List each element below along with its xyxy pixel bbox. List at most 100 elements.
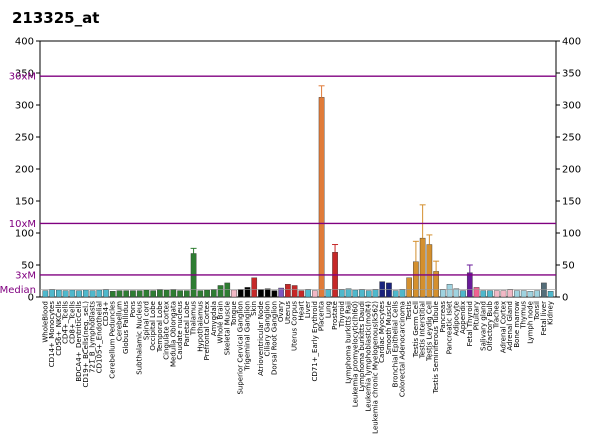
bar <box>143 289 150 298</box>
bar <box>96 289 103 298</box>
category-label: CD4+_Tcells <box>62 301 70 344</box>
bar <box>419 237 426 298</box>
category-label: Caudate nucleus <box>176 301 184 360</box>
category-label: Ciliary Ganglion <box>264 301 272 356</box>
bar <box>109 291 116 298</box>
category-label: Lung <box>324 301 332 318</box>
category-label: Placenta <box>318 301 326 331</box>
category-label: Temporal Lobe <box>156 301 164 353</box>
category-label: Colorectal Adenocarcinoma <box>398 301 406 397</box>
bar <box>231 289 237 298</box>
chart-title: 213325_at <box>12 9 100 27</box>
bar <box>392 290 399 298</box>
category-label: Heart <box>297 301 305 321</box>
category-label: Cingulate Cortex <box>163 301 171 360</box>
category-label: Lymphoma burkitts Daudi <box>358 301 366 391</box>
bar <box>217 285 224 298</box>
category-label: BDCA4+_DentriticCells <box>75 301 83 382</box>
bar <box>338 289 345 298</box>
reference-label: 10xM <box>9 219 36 230</box>
bar <box>413 261 419 298</box>
category-label: Bone marrow <box>513 301 521 348</box>
category-label: CD8+_Tcells <box>68 301 76 344</box>
category-label: Hypothalamus <box>196 301 204 352</box>
bar <box>136 290 143 298</box>
category-label: Spinal cord <box>142 301 150 340</box>
bar <box>520 290 527 298</box>
category-label: Superior Cervical Ganglion <box>237 301 245 395</box>
category-label: Liver <box>304 301 312 318</box>
bar <box>473 287 480 298</box>
category-label: CD56+_NKCells <box>55 301 63 356</box>
category-label: Testis Seminiferous Tubule <box>432 301 440 394</box>
category-label: Leukemia lymphoblastic(molt4) <box>365 301 373 412</box>
category-label: Prefrontal Cortex <box>203 301 211 360</box>
reference-label: 30xM <box>9 72 36 83</box>
bar <box>305 289 311 298</box>
category-label: CD71+_Early Erythroid <box>311 301 319 381</box>
bar <box>264 288 271 298</box>
bar <box>312 290 318 298</box>
category-label: Smooth Muscle <box>385 301 393 354</box>
bar <box>103 289 109 298</box>
reference-label: 3xM <box>15 270 36 281</box>
category-label: Bronchial Epithelial Cells <box>392 301 400 388</box>
bar <box>291 285 298 298</box>
bar <box>460 290 466 298</box>
category-label: Tonsil <box>533 301 541 321</box>
bar <box>453 288 460 298</box>
y-tick-label-right: 250 <box>562 133 581 144</box>
y-tick-label-left: 0 <box>28 293 34 304</box>
bar <box>466 272 473 298</box>
bar <box>130 290 136 298</box>
category-label: Cerebellum Peduncles <box>109 301 117 379</box>
category-label: Dorsal Root Ganglion <box>270 301 278 375</box>
y-tick-label-left: 300 <box>15 101 34 112</box>
category-label: Kidney <box>547 301 555 325</box>
category-label: Cardiac Myocytes <box>378 301 386 363</box>
bar <box>76 290 82 298</box>
category-label: Leukemia promyelocytic(hl60) <box>351 301 359 407</box>
category-label: CD19+_BCells(neg._sel.) <box>82 301 90 388</box>
bar <box>440 289 446 298</box>
category-label: Medulla Oblongata <box>169 301 177 367</box>
category-label: Testis Interstitial <box>419 301 427 359</box>
bar <box>507 289 514 298</box>
category-label: Pancreatic Islet <box>446 301 454 355</box>
bar <box>352 289 359 298</box>
category-label: Tongue <box>230 301 238 327</box>
category-label: WholeBlood <box>41 301 49 343</box>
bar <box>298 290 305 298</box>
category-label: 721_B_lymphoblasts <box>89 301 97 373</box>
bar <box>278 287 284 298</box>
y-tick-label-right: 150 <box>562 197 581 208</box>
category-label: Lymph node <box>526 301 534 344</box>
category-label: Amygdala <box>210 301 218 336</box>
category-label: Fetal Thyroid <box>466 301 474 346</box>
bar <box>157 289 163 298</box>
bar <box>244 287 251 298</box>
category-label: Atrioventricular Node <box>257 301 265 376</box>
bar <box>541 282 547 298</box>
bar <box>493 290 500 298</box>
bar <box>69 289 76 298</box>
bar <box>49 289 55 298</box>
category-label: Adrenal Gland <box>506 301 514 351</box>
bar <box>237 289 244 298</box>
bar <box>527 291 534 298</box>
y-tick-label-left: 100 <box>15 229 34 240</box>
bar <box>480 290 487 298</box>
bar <box>446 284 453 298</box>
bar <box>197 290 204 298</box>
bar <box>62 290 69 298</box>
category-label: Adipocyte <box>452 301 460 336</box>
category-label: Fetal liver <box>540 301 548 335</box>
reference-label: Median <box>0 285 36 296</box>
bar <box>426 244 433 298</box>
category-label: Appendix <box>459 301 467 334</box>
category-label: CD105+_Endothelial <box>95 301 103 373</box>
category-label: Occipital Lobe <box>149 301 157 351</box>
category-label: Prostate <box>331 301 339 330</box>
category-label: Trigeminal Ganglion <box>243 301 251 372</box>
